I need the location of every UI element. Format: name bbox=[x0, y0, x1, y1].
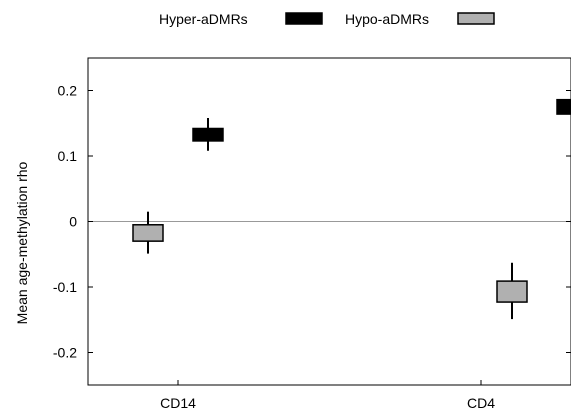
box bbox=[496, 280, 528, 303]
x-tick-label: CD14 bbox=[160, 395, 196, 411]
y-axis-label: Mean age-methylation rho bbox=[14, 161, 30, 324]
y-tick-label: 0.2 bbox=[58, 83, 78, 99]
legend-label-hyper: Hyper-aDMRs bbox=[159, 11, 248, 27]
y-tick-label: 0.1 bbox=[58, 148, 78, 164]
legend-swatch-hyper bbox=[285, 12, 323, 25]
legend-label-hypo: Hypo-aDMRs bbox=[345, 11, 429, 27]
box bbox=[556, 98, 571, 115]
legend: Hyper-aDMRs Hypo-aDMRs bbox=[159, 11, 495, 27]
box bbox=[192, 127, 224, 142]
box bbox=[132, 224, 164, 242]
x-axis: CD14 CD4 bbox=[160, 380, 495, 411]
y-axis: 0.2 0.1 0 -0.1 -0.2 bbox=[53, 83, 571, 361]
boxes bbox=[132, 98, 571, 320]
x-tick-label: CD4 bbox=[467, 395, 495, 411]
legend-swatch-hypo bbox=[457, 12, 495, 25]
y-tick-label: -0.2 bbox=[53, 345, 77, 361]
y-tick-label: 0 bbox=[69, 214, 77, 230]
y-tick-label: -0.1 bbox=[53, 279, 77, 295]
